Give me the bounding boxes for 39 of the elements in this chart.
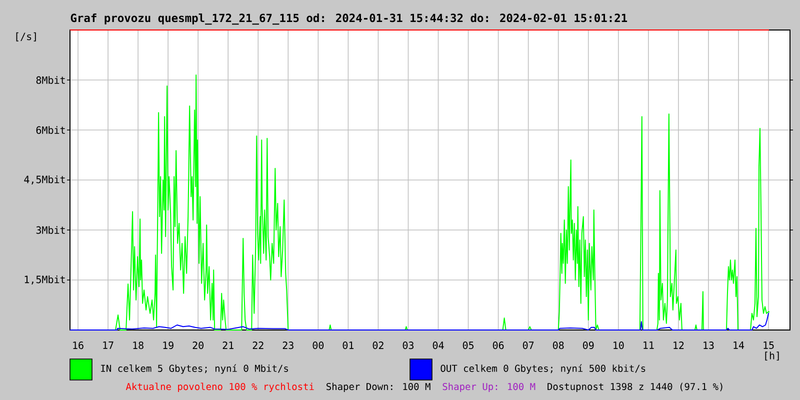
text: Aktualne povoleno 100 % rychlosti — [126, 382, 314, 392]
chart-title: Graf provozu quesmpl_172_21_67_115 od: 2024-01-31 15:44:32 do: 2024-02-01 15:01:21 — [70, 14, 628, 25]
x-tick-label: 18 — [133, 342, 144, 350]
x-tick-label: 07 — [522, 342, 534, 350]
x-tick-label: 03 — [402, 342, 414, 350]
y-tick-label: 3Mbit — [36, 226, 65, 234]
x-tick-label: 13 — [704, 342, 714, 350]
x-tick-label: 08 — [552, 342, 564, 350]
x-tick-label: 14 — [734, 342, 744, 349]
x-tick-label: 05 — [462, 342, 474, 350]
y-tick-label: 1,5Mbit — [24, 275, 65, 284]
x-tick-label: 11 — [644, 342, 654, 349]
text: Dostupnost 1398 z 1440 (97.1 %) — [548, 382, 722, 392]
text: Shaper Up: 100 M — [442, 382, 536, 392]
x-tick-label: 16 — [73, 342, 84, 350]
x-tick-label: 17 — [103, 342, 114, 349]
x-axis-title: [h] — [765, 352, 779, 361]
x-tick-label: 22 — [252, 342, 264, 349]
y-tick-label: 4,5Mbit — [24, 175, 65, 184]
x-tick-label: 19 — [163, 342, 174, 350]
y-tick-label: 6Mbit — [36, 126, 65, 134]
x-tick-label: 21 — [222, 342, 234, 349]
x-tick-label: 10 — [614, 342, 624, 350]
y-axis-title: [/s] — [16, 32, 36, 42]
x-tick-label: 23 — [282, 342, 294, 350]
x-tick-label: 12 — [674, 342, 684, 349]
legend-label: OUT celkem 0 Gbytes; nyní 500 kbit/s — [440, 364, 646, 374]
x-tick-label: 01 — [342, 342, 354, 350]
x-tick-label: 00 — [312, 342, 324, 350]
y-tick-label: 8Mbit — [36, 76, 65, 84]
legend-label: IN celkem 5 Gbytes; nyní 0 Mbit/s — [101, 364, 288, 374]
x-tick-label: 15 — [764, 342, 774, 349]
x-tick-label: 20 — [192, 342, 204, 350]
x-tick-label: 09 — [582, 342, 594, 350]
x-tick-label: 06 — [492, 342, 504, 350]
x-tick-label: 04 — [432, 342, 444, 350]
x-tick-label: 02 — [372, 342, 384, 350]
line-series — [70, 312, 770, 330]
text: Shaper Down: 100 M — [326, 382, 430, 392]
